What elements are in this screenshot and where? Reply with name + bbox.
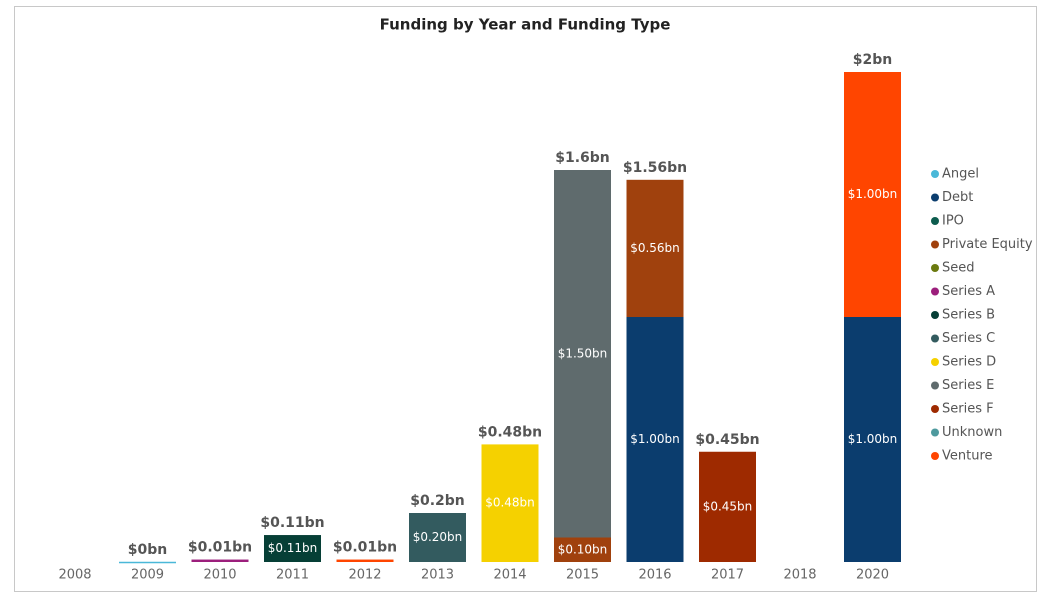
- legend-marker: [931, 405, 939, 413]
- bar-segment: [409, 513, 466, 562]
- total-label: $0.01bn: [333, 540, 397, 556]
- segment-label: $0.11bn: [268, 541, 318, 555]
- x-tick-label: 2017: [711, 568, 744, 583]
- bar-segment: [119, 561, 176, 564]
- total-label: $0.45bn: [695, 432, 759, 448]
- legend-label: Unknown: [942, 425, 1002, 440]
- legend-label: Series F: [942, 402, 994, 417]
- bar-segment: [336, 559, 394, 562]
- bar-segment: [191, 559, 249, 562]
- legend-marker: [931, 358, 939, 366]
- legend-marker: [931, 217, 939, 225]
- legend-label: Series A: [942, 284, 995, 299]
- segment-label: $1.50bn: [558, 346, 608, 360]
- x-tick-label: 2011: [276, 568, 309, 583]
- x-tick-label: 2008: [58, 568, 91, 583]
- legend-label: Series D: [942, 355, 996, 370]
- legend-label: Seed: [942, 261, 975, 276]
- x-tick-label: 2012: [348, 568, 381, 583]
- x-tick-label: 2010: [203, 568, 236, 583]
- x-tick-label: 2020: [856, 568, 889, 583]
- x-tick-label: 2009: [131, 568, 164, 583]
- chart-title: Funding by Year and Funding Type: [380, 16, 671, 34]
- legend-label: Venture: [942, 449, 993, 464]
- legend-marker: [931, 240, 939, 249]
- bar-segment: [844, 317, 901, 562]
- total-label: $2bn: [853, 52, 892, 68]
- segment-label: $0.45bn: [703, 499, 753, 513]
- legend-marker: [931, 287, 939, 296]
- segment-label: $0.48bn: [485, 496, 535, 510]
- legend-marker: [931, 334, 939, 343]
- legend-marker: [931, 452, 939, 460]
- legend-label: Angel: [942, 167, 979, 182]
- legend-label: IPO: [942, 214, 964, 229]
- bar-segment: [554, 170, 611, 538]
- bar-segment: [626, 317, 684, 562]
- segment-label: $1.00bn: [848, 432, 898, 446]
- x-tick-label: 2013: [421, 568, 454, 583]
- legend-marker: [931, 193, 939, 202]
- bar-segment: [699, 451, 756, 562]
- legend-label: Series E: [942, 378, 994, 393]
- legend-label: Private Equity: [942, 237, 1033, 252]
- legend-label: Series B: [942, 308, 995, 323]
- legend-marker: [931, 170, 939, 178]
- total-label: $1.6bn: [555, 150, 610, 166]
- segment-label: $1.00bn: [848, 187, 898, 201]
- total-label: $1.56bn: [623, 160, 687, 176]
- total-label: $0.2bn: [410, 493, 465, 509]
- bar-segment: [481, 444, 539, 562]
- x-tick-label: 2015: [566, 568, 599, 583]
- segment-label: $0.20bn: [413, 530, 463, 544]
- x-tick-label: 2016: [638, 568, 671, 583]
- legend-marker: [931, 264, 939, 272]
- total-label: $0.48bn: [478, 424, 542, 440]
- x-tick-label: 2018: [783, 568, 816, 583]
- segment-label: $0.10bn: [558, 542, 608, 556]
- bar-segment: [626, 179, 684, 317]
- legend-label: Debt: [942, 190, 973, 205]
- bar-segment: [554, 537, 611, 562]
- legend-marker: [931, 428, 939, 437]
- bar-segment: [264, 535, 321, 562]
- legend-marker: [931, 311, 939, 319]
- segment-label: $1.00bn: [630, 432, 680, 446]
- legend-marker: [931, 381, 939, 390]
- total-label: $0bn: [128, 542, 167, 558]
- total-label: $0.01bn: [188, 540, 252, 556]
- bar-segment: [844, 72, 901, 317]
- segment-label: $0.56bn: [630, 241, 680, 255]
- x-tick-label: 2014: [493, 568, 526, 583]
- legend-label: Series C: [942, 331, 995, 346]
- total-label: $0.11bn: [260, 515, 324, 531]
